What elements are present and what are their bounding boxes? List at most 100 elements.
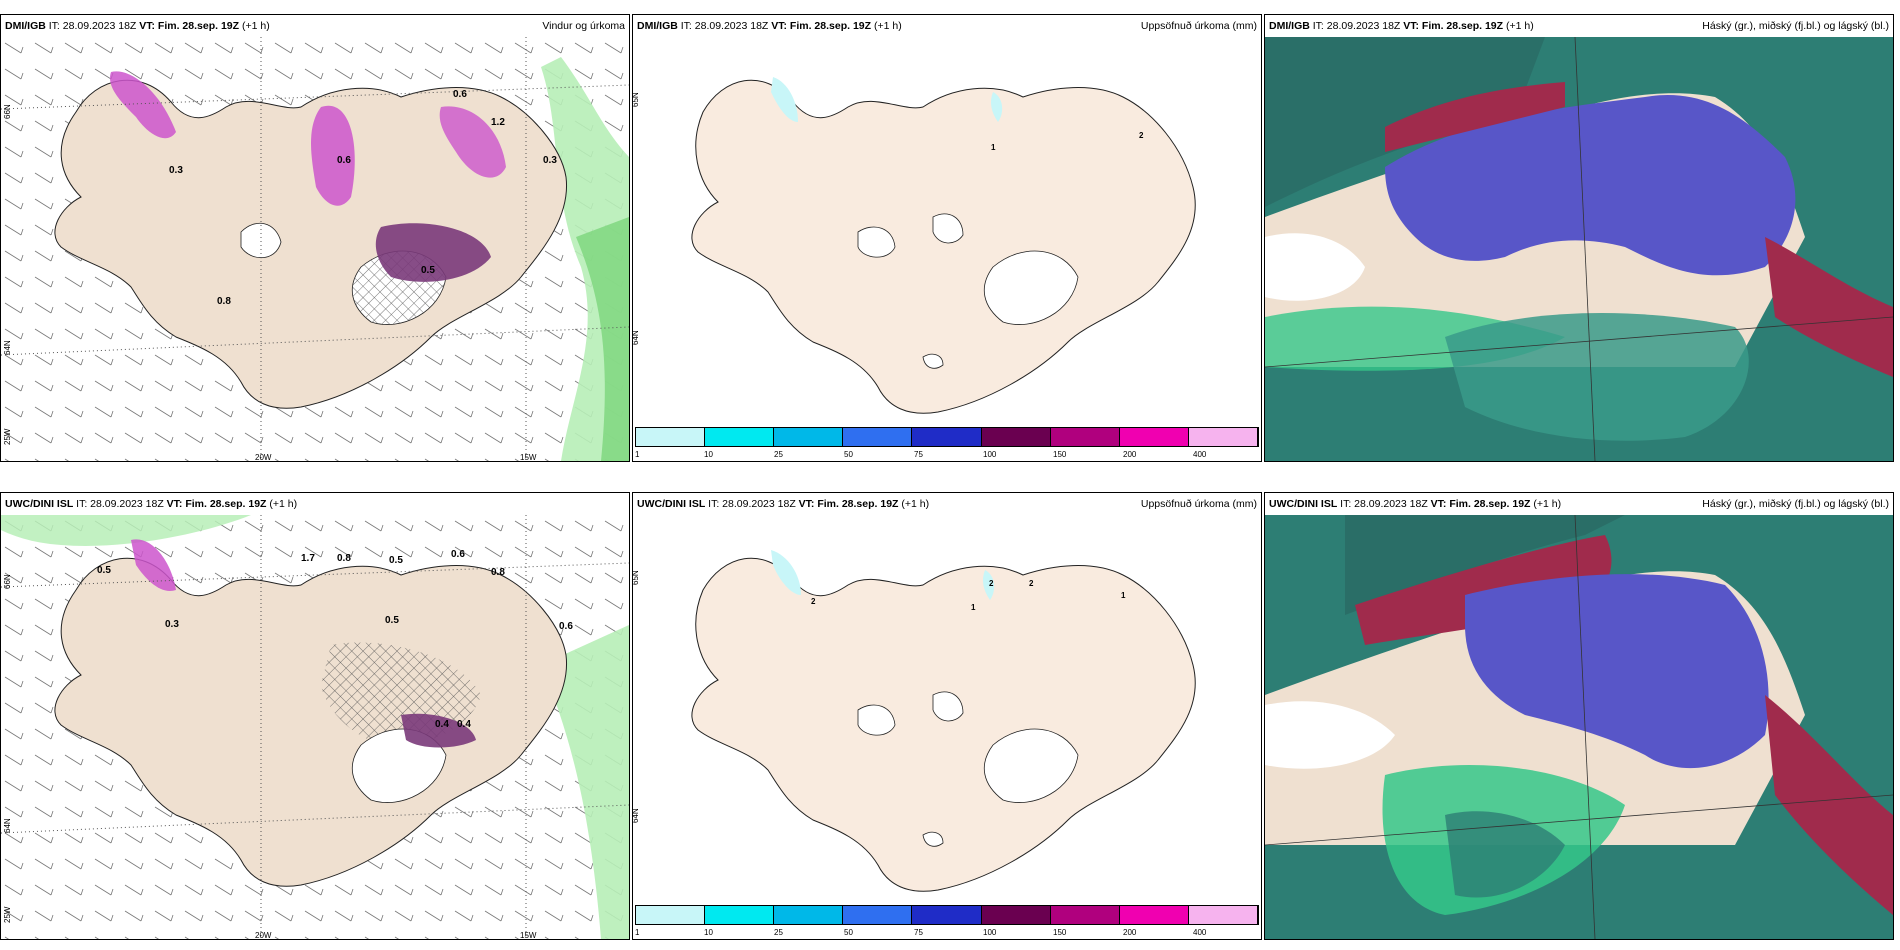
high-cloud-area	[1345, 515, 1625, 615]
accum-1mm-area	[771, 550, 801, 595]
colorbar-tick: 150	[1053, 928, 1067, 937]
precip-nw	[110, 71, 176, 139]
precip-value-label: 1.2	[491, 117, 505, 128]
gridline	[1, 326, 629, 356]
colorbar-segment	[774, 906, 844, 924]
gridline	[1265, 794, 1893, 846]
precip-value-label: 0.4	[435, 719, 449, 730]
init-time: IT: 28.09.2023 18Z	[1312, 20, 1401, 32]
lead-time: (+1 h)	[1533, 498, 1562, 510]
lead-time: (+1 h)	[1505, 20, 1534, 32]
lat-label: 65N	[632, 92, 640, 107]
accum-value-label: 1	[1121, 591, 1126, 600]
colorbar-segment	[1119, 906, 1189, 924]
lat-label: 25W	[3, 906, 12, 923]
glacier	[932, 213, 964, 244]
map-svg	[1, 515, 629, 939]
accum-1mm-area	[771, 77, 798, 122]
lat-label: 66N	[3, 104, 12, 119]
precip-value-label: 0.6	[337, 155, 351, 166]
map-svg	[691, 77, 1196, 414]
colorbar-tick: 25	[774, 928, 783, 937]
precip-value-label: 0.6	[453, 89, 467, 100]
precip-value-label: 0.3	[543, 155, 557, 166]
lat-label: 64N	[632, 330, 640, 345]
colorbar-segment	[636, 428, 706, 446]
precip-value-label: 0.5	[389, 555, 403, 566]
glacier	[857, 704, 896, 736]
lead-time: (+1 h)	[901, 498, 930, 510]
gridline	[1, 804, 629, 834]
valid-time: VT: Fim. 28.sep. 19Z	[771, 20, 872, 32]
accum-1mm-area	[990, 92, 1003, 122]
glacier	[922, 831, 944, 847]
colorbar-tick: 50	[844, 928, 853, 937]
accum-value-label: 2	[1029, 579, 1034, 588]
lead-time: (+1 h)	[873, 20, 902, 32]
precip-value-label: 0.5	[385, 615, 399, 626]
low-cloud-area	[1765, 237, 1893, 377]
lat-label: 64N	[632, 808, 640, 823]
lat-label: 25W	[3, 428, 12, 445]
clear-area	[1265, 701, 1395, 769]
precip-value-label: 1.7	[301, 553, 315, 564]
precip-east	[375, 223, 491, 282]
precip-value-label: 0.6	[451, 549, 465, 560]
valid-time: VT: Fim. 28.sep. 19Z	[139, 20, 240, 32]
mid-cloud-area	[1465, 574, 1769, 769]
lead-time: (+1 h)	[241, 20, 270, 32]
model-name: DMI/IGB	[1269, 20, 1310, 32]
colorbar-tick: 100	[983, 928, 997, 937]
init-time: IT: 28.09.2023 18Z	[48, 20, 137, 32]
precip-band-east-heavy	[576, 217, 629, 461]
lon-label: 20W	[255, 931, 272, 940]
gridline	[1265, 316, 1893, 368]
panel-dmi-cloud: DMI/IGB IT: 28.09.2023 18Z VT: Fim. 28.s…	[1264, 14, 1894, 462]
precip-value-label: 0.8	[337, 553, 351, 564]
lat-label: 64N	[3, 818, 12, 833]
iceland-land	[691, 557, 1196, 892]
panel-uwc-wind: UWC/DINI ISL IT: 28.09.2023 18Z VT: Fim.…	[0, 492, 630, 940]
glacier	[922, 353, 944, 369]
lat-label: 66N	[3, 574, 12, 589]
lon-label: 20W	[255, 453, 272, 462]
glacier-vatnajokull	[984, 250, 1079, 325]
precip-band-east	[541, 625, 629, 939]
panel-header: UWC/DINI ISL IT: 28.09.2023 18Z VT: Fim.…	[1, 493, 629, 515]
glacier	[240, 222, 282, 259]
valid-time: VT: Fim. 28.sep. 19Z	[166, 498, 267, 510]
model-name: DMI/IGB	[5, 20, 46, 32]
accum-value-label: 1	[991, 143, 996, 152]
wind-precip-map	[1, 515, 629, 939]
colorbar-segment	[912, 428, 982, 446]
precip-ne	[439, 106, 506, 178]
lead-time: (+1 h)	[269, 498, 298, 510]
lat-label: 64N	[3, 340, 12, 355]
cloud-map	[1265, 37, 1893, 461]
colorbar	[635, 427, 1259, 447]
iceland-land	[54, 79, 568, 409]
colorbar-segment	[981, 428, 1051, 446]
precip-value-label: 0.8	[217, 296, 231, 307]
colorbar-segment	[843, 428, 913, 446]
valid-time: VT: Fim. 28.sep. 19Z	[1403, 20, 1504, 32]
precip-value-label: 0.5	[97, 565, 111, 576]
gridline	[1574, 515, 1596, 939]
valid-time: VT: Fim. 28.sep. 19Z	[1430, 498, 1531, 510]
colorbar-segment	[912, 906, 982, 924]
accum-precip-map	[633, 37, 1261, 461]
glacier	[857, 226, 896, 258]
colorbar-segment	[1119, 428, 1189, 446]
accum-1mm-area	[982, 570, 995, 600]
colorbar-tick: 400	[1193, 450, 1207, 459]
iceland-land	[691, 79, 1196, 414]
cloud-map	[1265, 515, 1893, 939]
init-time: IT: 28.09.2023 18Z	[76, 498, 164, 510]
clear-area	[1265, 233, 1365, 301]
colorbar-tick: 200	[1123, 928, 1137, 937]
model-name: UWC/DINI ISL	[5, 498, 74, 510]
panel-dmi-wind: DMI/IGB IT: 28.09.2023 18Z VT: Fim. 28.s…	[0, 14, 630, 462]
panel-title: Vindur og úrkoma	[542, 20, 625, 32]
iceland-land	[54, 557, 568, 887]
accum-value-label: 2	[811, 597, 816, 606]
